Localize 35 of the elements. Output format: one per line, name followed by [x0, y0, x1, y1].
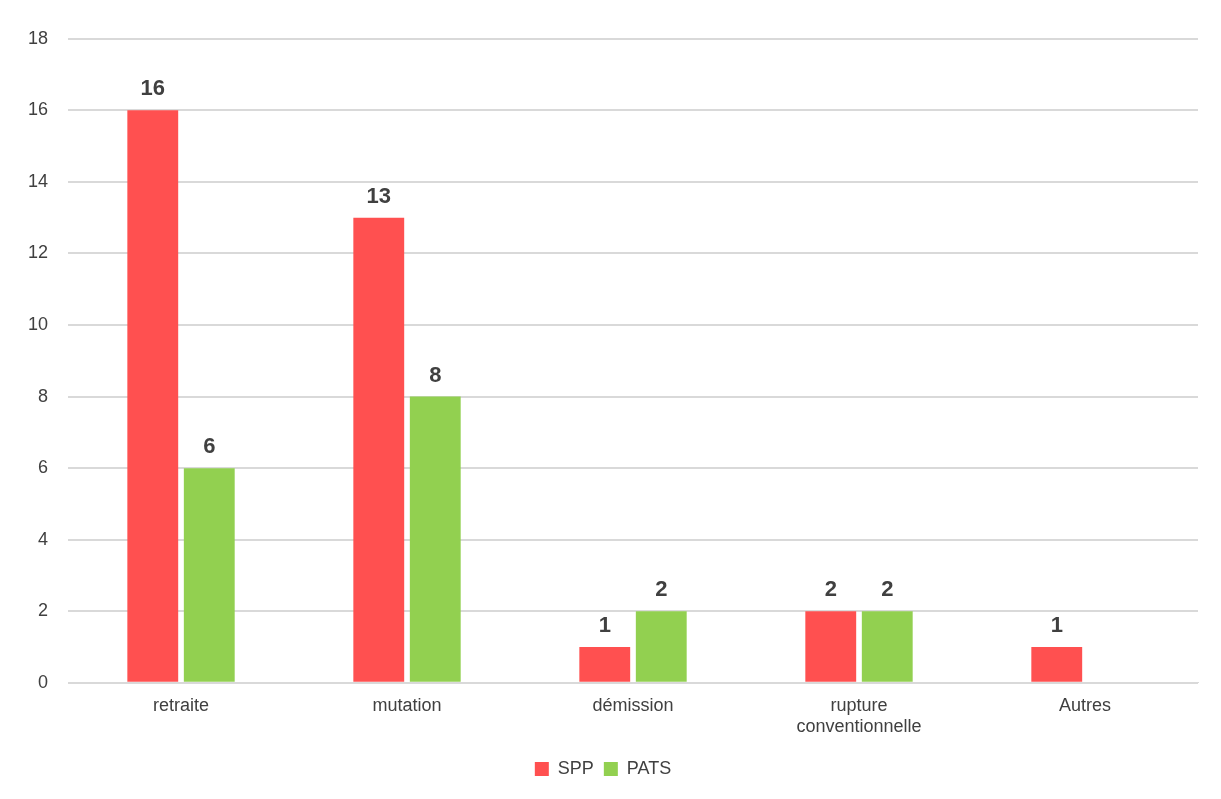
data-label: 6 — [203, 433, 216, 459]
y-tick-label: 12 — [27, 242, 49, 263]
data-label: 13 — [366, 182, 392, 208]
x-tick-label: Autres — [1058, 694, 1112, 715]
bar — [183, 468, 235, 682]
legend-label: PATS — [626, 757, 672, 778]
y-tick-label: 8 — [38, 385, 49, 406]
data-label: 2 — [655, 576, 668, 602]
y-tick-label: 6 — [38, 457, 49, 478]
data-label: 8 — [429, 361, 442, 387]
y-tick-label: 16 — [27, 99, 49, 120]
bar — [861, 611, 913, 682]
data-label: 2 — [881, 576, 894, 602]
y-tick-label: 10 — [27, 313, 49, 334]
bar — [409, 396, 461, 682]
y-tick-label: 4 — [38, 528, 49, 549]
data-label: 2 — [824, 576, 837, 602]
legend-label: SPP — [557, 757, 594, 778]
bar — [1031, 647, 1083, 682]
bar — [635, 611, 687, 682]
bar — [579, 647, 631, 682]
y-tick-label: 0 — [38, 671, 49, 692]
data-label: 16 — [140, 75, 166, 101]
x-tick-label: mutation — [372, 694, 442, 715]
bar — [805, 611, 857, 682]
data-label: 1 — [1050, 612, 1063, 638]
y-tick-label: 2 — [38, 600, 49, 621]
x-tick-label: rupture conventionnelle — [796, 694, 922, 737]
bar — [353, 217, 405, 682]
y-tick-label: 14 — [27, 170, 49, 191]
y-tick-label: 18 — [27, 27, 49, 48]
data-label: 1 — [598, 612, 611, 638]
x-tick-label: retraite — [153, 694, 210, 715]
x-tick-label: démission — [592, 694, 674, 715]
bar — [127, 110, 179, 682]
